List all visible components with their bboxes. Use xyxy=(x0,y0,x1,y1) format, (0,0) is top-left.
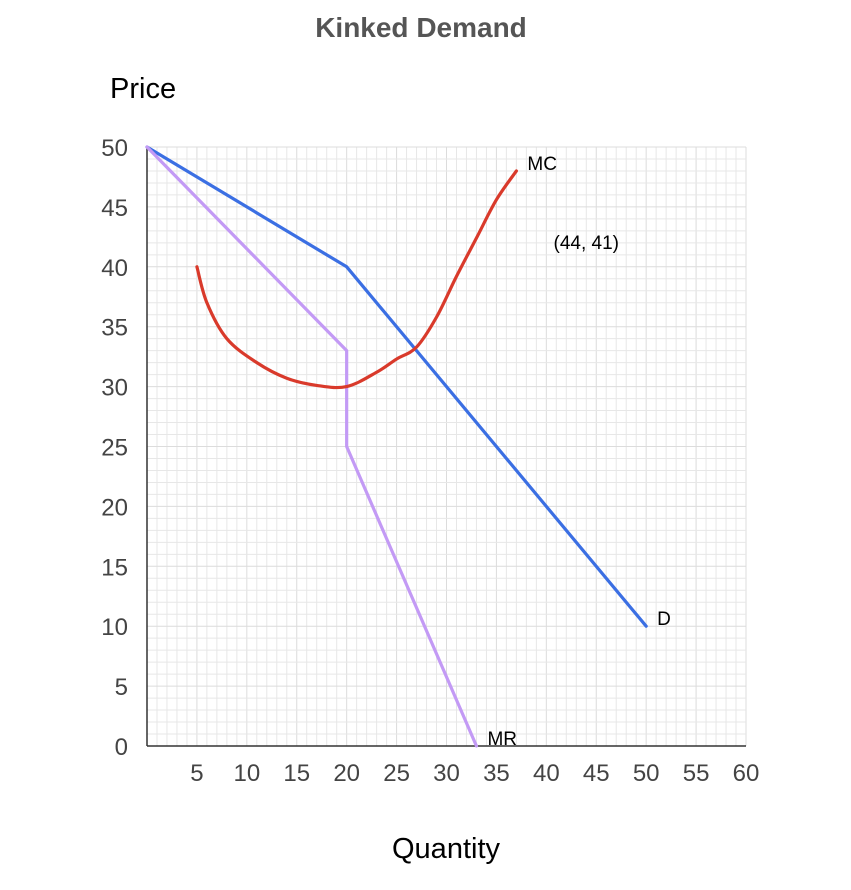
series-label-mr: MR xyxy=(487,729,517,750)
series-lines xyxy=(145,145,648,748)
x-axis-title: Quantity xyxy=(392,833,500,865)
y-tick-labels: 0 5 10 15 20 25 30 35 40 45 50 xyxy=(101,135,128,761)
series-line-mc xyxy=(195,169,518,390)
chart-title: Kinked Demand xyxy=(315,12,527,43)
x-tick-label: 60 xyxy=(733,760,760,787)
x-tick-label: 55 xyxy=(683,760,710,787)
point-annotation: (44, 41) xyxy=(554,233,619,254)
x-tick-label: 50 xyxy=(633,760,660,787)
y-tick-label: 40 xyxy=(101,255,128,282)
x-tick-labels: 5 10 15 20 25 30 35 40 45 50 55 60 xyxy=(190,760,759,787)
y-tick-label: 30 xyxy=(101,375,128,402)
x-tick-label: 25 xyxy=(383,760,410,787)
y-tick-label: 35 xyxy=(101,315,128,342)
x-tick-label: 5 xyxy=(190,760,203,787)
annotations: (44, 41) xyxy=(554,233,619,254)
axes xyxy=(146,147,746,747)
x-tick-label: 45 xyxy=(583,760,610,787)
series-line-mr xyxy=(145,145,479,748)
x-tick-label: 30 xyxy=(433,760,460,787)
y-tick-label: 10 xyxy=(101,614,128,641)
y-tick-label: 20 xyxy=(101,494,128,521)
y-tick-label: 15 xyxy=(101,554,128,581)
y-axis-title: Price xyxy=(110,73,176,105)
series-label-d: D xyxy=(657,609,671,630)
series-labels: D MR MC xyxy=(487,154,670,750)
x-tick-label: 15 xyxy=(283,760,310,787)
series-line-d xyxy=(145,145,648,628)
y-tick-label: 0 xyxy=(115,734,128,761)
y-tick-label: 25 xyxy=(101,435,128,462)
grid xyxy=(147,146,747,746)
x-tick-label: 35 xyxy=(483,760,510,787)
x-tick-label: 10 xyxy=(233,760,260,787)
x-tick-label: 40 xyxy=(533,760,560,787)
y-tick-label: 50 xyxy=(101,135,128,162)
y-tick-label: 5 xyxy=(115,674,128,701)
series-label-mc: MC xyxy=(527,154,557,175)
y-tick-label: 45 xyxy=(101,195,128,222)
x-tick-label: 20 xyxy=(333,760,360,787)
